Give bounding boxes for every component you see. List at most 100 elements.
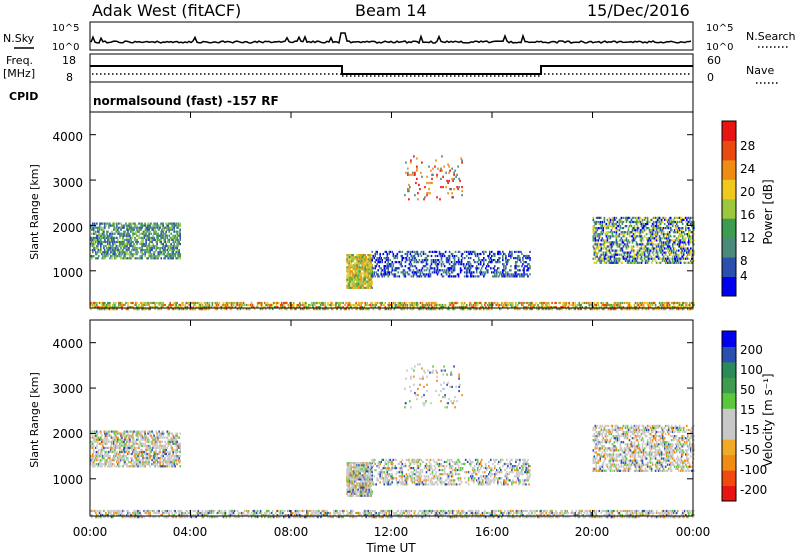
power-cell <box>517 273 519 276</box>
power-cell <box>91 301 93 305</box>
power-cell <box>284 306 286 309</box>
power-cell <box>351 282 353 285</box>
power-cell <box>91 232 93 235</box>
power-cell <box>641 306 644 309</box>
power-cell <box>113 236 115 239</box>
power-cell <box>436 175 438 178</box>
power-cell <box>548 308 550 311</box>
power-cell <box>122 238 124 241</box>
power-cell <box>352 254 354 257</box>
power-cell <box>169 249 171 252</box>
power-cell <box>461 257 464 260</box>
power-cell <box>376 252 378 256</box>
power-cell <box>657 245 660 248</box>
power-cell <box>671 225 674 228</box>
power-cell <box>471 265 474 268</box>
power-cell <box>141 226 143 229</box>
power-cell <box>354 270 356 273</box>
velocity-cell <box>113 430 115 433</box>
power-cell <box>687 227 689 230</box>
power-cell <box>638 235 641 238</box>
power-cell <box>422 306 425 309</box>
power-cell <box>184 303 187 307</box>
power-cell <box>128 228 130 231</box>
power-cell <box>376 301 378 305</box>
power-cell <box>499 252 501 256</box>
velocity-cell <box>100 430 102 433</box>
power-cell <box>554 306 556 309</box>
power-cell <box>679 218 682 221</box>
power-cell <box>672 249 675 252</box>
power-cell <box>348 268 350 271</box>
velocity-cell <box>130 452 132 456</box>
power-cell <box>446 308 449 311</box>
power-cell <box>428 269 431 272</box>
power-cell <box>617 303 620 307</box>
power-cell <box>156 226 158 229</box>
power-cell <box>322 301 324 305</box>
power-cell <box>597 239 600 242</box>
power-cell <box>386 265 389 268</box>
power-cell <box>177 249 179 252</box>
power-cell <box>674 227 677 230</box>
power-cell <box>663 301 666 305</box>
power-cell <box>554 301 556 305</box>
power-cell <box>215 303 218 307</box>
power-cell <box>666 306 669 309</box>
power-cell <box>675 249 678 252</box>
power-cell <box>658 229 661 232</box>
power-cell <box>119 232 121 235</box>
power-cell <box>623 257 626 260</box>
power-cell <box>97 306 99 309</box>
power-cell <box>387 308 390 311</box>
power-cell <box>92 228 94 231</box>
power-cell <box>368 272 370 275</box>
power-cell <box>616 303 619 307</box>
power-cell <box>689 229 691 232</box>
power-cell <box>440 186 442 189</box>
power-cell <box>499 250 501 253</box>
power-cell <box>524 273 526 276</box>
power-cell <box>358 278 360 281</box>
power-cell <box>156 236 158 239</box>
power-cell <box>635 218 638 221</box>
power-cell <box>273 301 276 305</box>
power-cell <box>606 233 609 236</box>
power-cell <box>137 308 139 311</box>
velocity-cell <box>123 444 125 447</box>
nsky-label: N.Sky <box>3 32 35 45</box>
power-cell <box>441 269 444 272</box>
velocity-cell <box>94 465 96 468</box>
power-cell <box>176 247 178 250</box>
power-cell <box>386 267 389 270</box>
power-cell <box>110 236 112 239</box>
velocity-cell <box>116 442 118 445</box>
power-cell <box>494 252 496 256</box>
power-cell <box>436 269 439 272</box>
power-cell <box>510 265 512 268</box>
power-cell <box>626 253 629 256</box>
power-cell <box>425 257 428 260</box>
power-cell <box>112 247 114 250</box>
power-cell <box>152 228 154 231</box>
power-cell <box>688 251 690 254</box>
power-cell <box>658 231 661 234</box>
power-cell <box>351 278 353 281</box>
power-cell <box>558 308 560 311</box>
power-cell <box>295 308 297 311</box>
power-cell <box>288 303 290 307</box>
power-cell <box>605 249 608 252</box>
power-cell <box>154 255 156 258</box>
power-cell <box>104 301 106 305</box>
power-cell <box>520 261 522 264</box>
power-cell <box>656 251 659 254</box>
power-cell <box>417 254 420 258</box>
power-cell <box>674 229 677 232</box>
power-cell <box>305 303 307 307</box>
power-cell <box>513 275 515 278</box>
power-cell <box>348 256 350 259</box>
power-cell <box>251 306 254 309</box>
power-cell <box>668 261 671 264</box>
power-cell <box>664 243 667 246</box>
power-cell <box>201 303 204 307</box>
